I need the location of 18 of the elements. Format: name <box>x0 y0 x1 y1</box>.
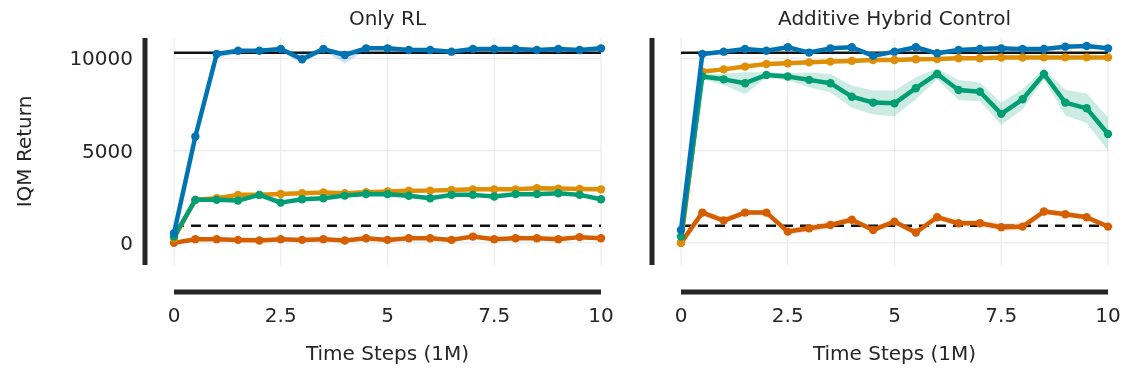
x-tick-label: 10 <box>588 303 614 327</box>
x-tick-label: 5 <box>888 303 901 327</box>
x-tick-label: 0 <box>674 303 688 327</box>
x-tick-label: 2.5 <box>264 303 297 327</box>
y-axis-title: IQM Return <box>12 95 36 208</box>
x-axis-title: Time Steps (1M) <box>811 341 977 365</box>
x-tick-label: 10 <box>1095 303 1121 327</box>
x-tick-label: 5 <box>381 303 394 327</box>
x-tick-label: 2.5 <box>771 303 804 327</box>
x-tick-label: 7.5 <box>985 303 1018 327</box>
x-tick-label: 0 <box>167 303 181 327</box>
chart-title: Additive Hybrid Control <box>778 6 1011 30</box>
chart-title: Only RL <box>348 6 427 30</box>
x-tick-label: 7.5 <box>478 303 511 327</box>
y-tick-label: 0 <box>120 230 133 255</box>
y-tick-label: 5000 <box>82 138 133 163</box>
x-axis-title: Time Steps (1M) <box>304 341 470 365</box>
y-tick-label: 10000 <box>69 46 133 71</box>
